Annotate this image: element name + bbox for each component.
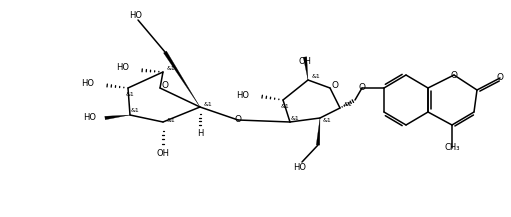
Text: &1: &1 xyxy=(291,115,299,120)
Polygon shape xyxy=(105,115,130,120)
Polygon shape xyxy=(303,57,308,80)
Text: H: H xyxy=(197,128,203,138)
Text: O: O xyxy=(332,81,338,89)
Text: &1: &1 xyxy=(203,102,213,107)
Text: O: O xyxy=(235,115,242,125)
Text: &1: &1 xyxy=(322,117,331,123)
Text: O: O xyxy=(451,71,457,79)
Text: CH₃: CH₃ xyxy=(444,143,460,153)
Text: OH: OH xyxy=(156,148,170,158)
Text: &1: &1 xyxy=(167,66,175,71)
Text: OH: OH xyxy=(298,57,312,66)
Text: &1: &1 xyxy=(167,117,175,123)
Text: HO: HO xyxy=(236,92,249,100)
Text: O: O xyxy=(497,74,503,82)
Text: &1: &1 xyxy=(126,92,134,97)
Text: &1: &1 xyxy=(131,108,140,113)
Text: HO: HO xyxy=(293,163,307,171)
Text: HO: HO xyxy=(81,79,94,87)
Polygon shape xyxy=(164,51,200,107)
Text: &1: &1 xyxy=(281,104,289,108)
Text: &1: &1 xyxy=(312,74,320,79)
Text: HO: HO xyxy=(129,10,143,20)
Text: O: O xyxy=(359,84,365,92)
Text: &1: &1 xyxy=(343,102,353,107)
Text: HO: HO xyxy=(116,64,129,72)
Text: O: O xyxy=(161,81,169,89)
Text: HO: HO xyxy=(83,113,96,123)
Polygon shape xyxy=(316,118,320,145)
